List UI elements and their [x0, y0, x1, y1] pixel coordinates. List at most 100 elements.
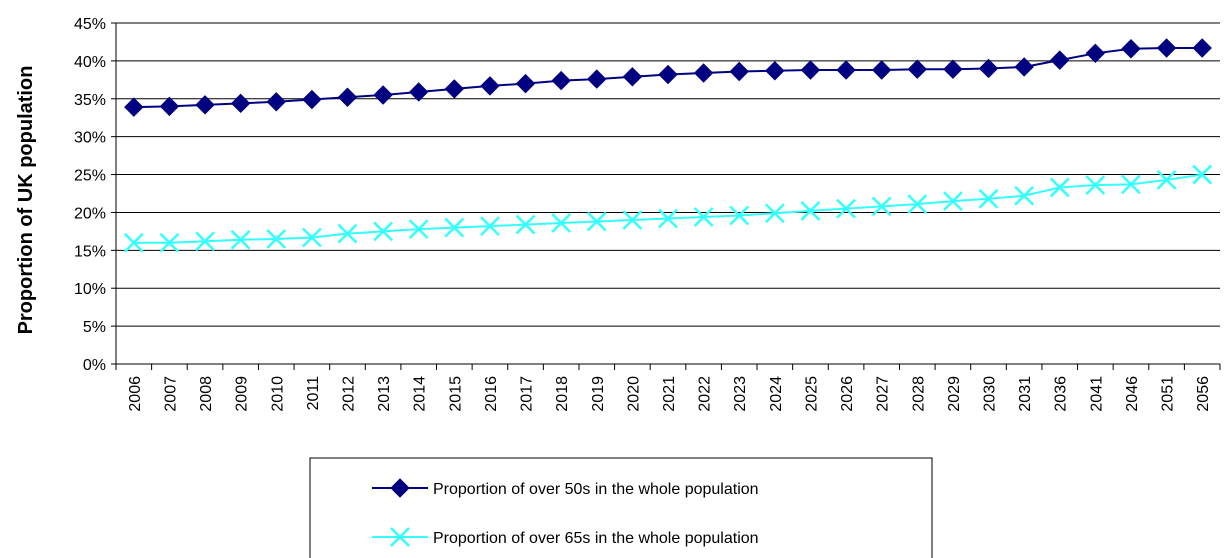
x-tick-label: 2023 — [732, 376, 749, 412]
series-2-point — [1121, 174, 1141, 195]
series-1-point — [124, 97, 144, 117]
x-tick-label: 2014 — [412, 376, 429, 412]
x-tick-labels: 2006 2007 2008 2009 2010 2011 2012 2013 2014 2015… — [127, 376, 1212, 412]
x-tick-label: 2007 — [162, 376, 179, 412]
series-2-point — [800, 201, 821, 221]
y-tick-label: 40% — [74, 54, 106, 71]
series-1-point — [480, 76, 500, 96]
legend-item-1: Proportion of over 50s in the whole popu… — [372, 478, 759, 498]
x-tick-label: 2015 — [447, 376, 464, 412]
y-tick-label: 5% — [83, 319, 106, 336]
x-tick-label: 2030 — [982, 376, 999, 412]
x-tick-label: 2006 — [127, 376, 144, 412]
x-tick-label: 2016 — [483, 376, 500, 412]
series-1-point — [871, 60, 892, 80]
series-1-point — [1121, 39, 1141, 59]
legend-swatch-marker — [390, 478, 410, 498]
series-2-point — [195, 231, 215, 252]
series-2-point — [1192, 164, 1213, 185]
x-tick-label: 2018 — [554, 376, 571, 412]
legend-box — [309, 457, 933, 558]
series-1-point — [907, 59, 927, 79]
series-2-point — [1049, 177, 1070, 198]
series-1-point — [693, 63, 714, 83]
series-1-point — [622, 67, 643, 87]
series-1 — [124, 38, 1212, 117]
series-2-point — [230, 229, 251, 250]
x-tick-label: 2028 — [910, 376, 927, 412]
x-tick-label: 2026 — [839, 376, 856, 412]
series-1-point — [658, 64, 678, 85]
y-tick-label: 35% — [74, 92, 106, 109]
x-tick-label: 2046 — [1124, 376, 1141, 412]
y-tick-labels: 0% 5% 10% 15% 20% 25% 30% 35% 40% 45% — [74, 16, 106, 374]
series-2-point — [764, 203, 785, 224]
series-2-point — [123, 232, 144, 253]
x-tick-label: 2008 — [198, 376, 215, 412]
legend-item-2: Proportion of over 65s in the whole popu… — [372, 527, 759, 547]
y-axis-label: Proportion of UK population — [15, 66, 37, 335]
series-1-point — [1014, 57, 1034, 77]
series-2-point — [693, 207, 714, 227]
series-1-point — [266, 92, 286, 112]
series-1-point — [587, 69, 607, 89]
series-2-point — [1156, 169, 1177, 190]
series-2-point — [586, 211, 607, 232]
series-2-point — [729, 205, 750, 226]
x-tick-label: 2022 — [697, 376, 714, 412]
x-tick-label: 2025 — [803, 376, 820, 412]
series-1-point — [551, 70, 571, 91]
x-tick-label: 2009 — [234, 376, 251, 412]
series-1-point — [1192, 38, 1212, 58]
x-tick-label: 2012 — [340, 376, 357, 412]
y-tick-label: 45% — [74, 16, 106, 33]
series-2-point — [551, 213, 572, 233]
series-1-point — [836, 60, 856, 80]
series-1-point — [302, 89, 322, 110]
x-tick-label: 2010 — [269, 376, 286, 412]
series-1-point — [195, 95, 215, 115]
series-2-point — [373, 221, 393, 242]
x-tick-label: 2017 — [519, 376, 536, 412]
series-1-point — [337, 87, 358, 107]
x-tick-label: 2019 — [590, 376, 607, 412]
series-1-point — [159, 96, 180, 117]
series-2-point — [622, 210, 643, 230]
x-tick-label: 2036 — [1053, 376, 1070, 412]
legend-swatch-marker — [390, 527, 410, 547]
x-tick-label: 2051 — [1160, 376, 1177, 412]
series-2-point — [480, 216, 500, 236]
series-1-point — [515, 73, 536, 94]
y-tick-label: 0% — [83, 357, 106, 374]
x-tick-label: 2024 — [768, 376, 785, 412]
series-2-point — [444, 217, 465, 238]
series-2-point — [515, 214, 536, 235]
series-2-point — [1085, 175, 1106, 196]
legend-label: Proportion of over 50s in the whole popu… — [433, 481, 759, 498]
series-2-point — [907, 194, 928, 214]
legend: Proportion of over 50s in the whole popu… — [309, 457, 933, 558]
y-tick-label: 20% — [74, 205, 106, 222]
x-tick-label: 2029 — [946, 376, 963, 412]
series-1-point — [729, 61, 749, 82]
series-2-point — [658, 208, 678, 229]
x-tick-label: 2021 — [661, 376, 678, 412]
series-1-point — [765, 61, 785, 81]
series-2-point — [871, 196, 892, 217]
series-2-point — [1014, 185, 1035, 206]
series-2 — [123, 164, 1213, 253]
x-tick-label: 2011 — [305, 376, 322, 411]
series-2-point — [978, 188, 999, 209]
axes — [111, 22, 1221, 370]
x-tick-label: 2013 — [376, 376, 393, 412]
series-2-point — [408, 219, 429, 239]
series-1-point — [978, 58, 999, 79]
series-2-point — [301, 227, 322, 248]
series-1-point — [1050, 50, 1070, 70]
series-1-point — [800, 60, 821, 80]
y-tick-label: 30% — [74, 130, 106, 147]
y-tick-label: 25% — [74, 168, 106, 185]
x-tick-label: 2056 — [1195, 376, 1212, 412]
x-tick-label: 2041 — [1088, 376, 1105, 412]
